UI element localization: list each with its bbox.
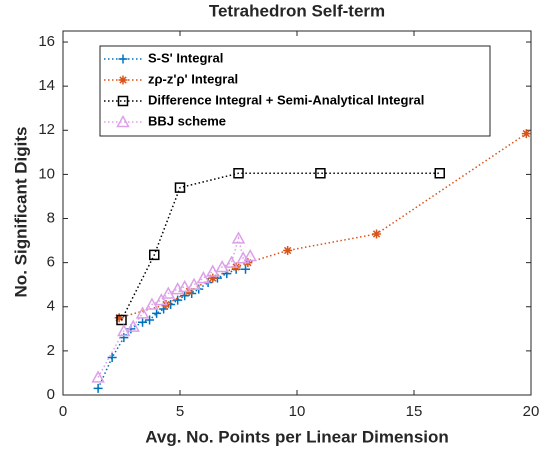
marker	[224, 255, 239, 268]
x-tick-label: 5	[176, 403, 184, 420]
marker	[372, 229, 382, 239]
legend-marker	[118, 54, 128, 64]
marker	[91, 370, 105, 383]
y-tick-label: 6	[47, 254, 55, 271]
marker	[283, 246, 293, 256]
marker	[231, 231, 246, 244]
marker	[135, 306, 150, 319]
marker	[180, 291, 190, 301]
marker	[196, 271, 211, 284]
marker	[177, 279, 192, 293]
y-axis-label: No. Significant Digits	[11, 127, 30, 298]
marker	[145, 297, 159, 310]
marker	[243, 248, 257, 262]
marker	[152, 308, 162, 318]
y-tick-label: 0	[47, 386, 55, 403]
marker	[174, 182, 186, 193]
legend-box	[99, 45, 491, 137]
marker	[215, 259, 229, 273]
legend-label: S-S' Integral	[148, 50, 223, 65]
x-tick-label: 15	[406, 403, 423, 420]
legend-label: BBJ scheme	[148, 113, 226, 128]
y-tick-label: 16	[38, 33, 55, 50]
marker	[241, 264, 251, 274]
marker	[154, 293, 169, 306]
legend-label: Difference Integral + Semi-Analytical In…	[148, 92, 424, 107]
marker	[233, 168, 244, 179]
legend-marker	[117, 95, 129, 107]
y-tick-label: 8	[47, 209, 55, 226]
legend-label: zρ-z'ρ' Integral	[148, 71, 238, 86]
marker	[315, 168, 326, 179]
chart-title: Tetrahedron Self-term	[209, 1, 385, 20]
y-tick-label: 2	[47, 342, 55, 359]
marker	[107, 352, 117, 362]
marker	[114, 313, 124, 323]
y-tick-label: 4	[47, 298, 55, 315]
x-axis-label: Avg. No. Points per Linear Dimension	[145, 427, 449, 446]
x-tick-label: 10	[289, 403, 306, 420]
marker	[521, 129, 531, 139]
marker	[126, 319, 140, 332]
marker	[187, 277, 201, 290]
marker	[119, 333, 129, 343]
marker	[161, 286, 176, 299]
legend-marker	[116, 114, 130, 128]
y-tick-label: 14	[38, 77, 55, 94]
legend-marker	[118, 75, 128, 85]
marker	[93, 383, 103, 393]
x-tick-label: 20	[523, 403, 540, 420]
series-line	[120, 172, 440, 321]
marker	[117, 323, 131, 337]
y-tick-label: 10	[38, 165, 55, 182]
marker	[116, 314, 127, 326]
marker	[145, 315, 155, 325]
marker	[434, 168, 445, 179]
marker	[173, 295, 183, 305]
marker	[205, 264, 220, 277]
x-tick-label: 0	[59, 403, 67, 420]
marker	[208, 273, 218, 283]
marker	[149, 249, 160, 261]
marker	[138, 317, 148, 327]
y-tick-label: 12	[38, 121, 55, 138]
